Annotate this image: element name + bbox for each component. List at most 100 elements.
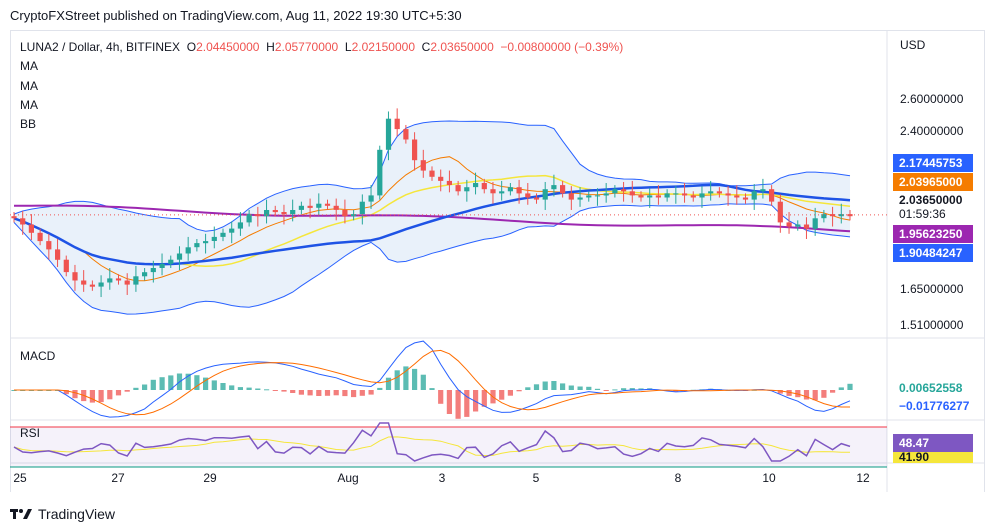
candle-body	[194, 243, 200, 248]
macd-histogram-bar	[298, 390, 304, 395]
candle-body	[264, 210, 270, 217]
candle-body	[673, 193, 679, 195]
high-value: 2.05770000	[274, 40, 339, 54]
rsi-line	[13, 422, 851, 462]
macd-histogram-bar	[229, 385, 235, 390]
macd-histogram-bar	[150, 379, 156, 390]
macd-line-tag: −0.01776277	[893, 397, 973, 415]
candle-body	[760, 189, 766, 192]
time-axis-label: 3	[439, 471, 446, 485]
candle-body	[342, 210, 348, 217]
indicator-label-ma2[interactable]: MA	[20, 79, 38, 93]
rsi-value-tag: 48.47	[893, 434, 973, 452]
candle-body	[577, 197, 583, 200]
macd-histogram-bar	[290, 390, 296, 393]
bar-countdown: 01:59:36	[899, 207, 946, 221]
bollinger-bands	[13, 120, 851, 315]
candle-body	[368, 195, 374, 202]
macd-histogram-bar	[220, 383, 226, 390]
macd-histogram-bar	[507, 390, 513, 396]
candle-body	[298, 205, 304, 210]
macd-histogram-bar	[568, 385, 574, 390]
time-axis-label: Aug	[337, 471, 358, 485]
macd-histogram-bar	[98, 390, 104, 403]
low-label: L	[344, 40, 352, 54]
ma-orange-price-tag: 2.03965000	[893, 173, 973, 191]
macd-histogram-bar	[821, 390, 827, 398]
candle-body	[838, 214, 844, 217]
macd-histogram-bar	[115, 390, 122, 396]
candle-body	[20, 218, 26, 225]
candle-body	[28, 224, 34, 233]
macd-signal-line	[14, 349, 850, 416]
candle-body	[803, 224, 810, 229]
candle-body	[211, 236, 217, 241]
indicator-label-bb[interactable]: BB	[20, 117, 37, 131]
candle-body	[586, 195, 592, 198]
macd-histogram-bar	[777, 390, 783, 394]
tradingview-logo-icon	[10, 509, 32, 519]
time-axis-label: 5	[533, 471, 540, 485]
candle-body	[124, 280, 130, 285]
candle-body	[621, 189, 627, 192]
macd-histogram-bar	[551, 381, 557, 390]
candle-body	[464, 187, 470, 192]
indicator-label-ma1[interactable]: MA	[20, 59, 38, 73]
candle-body	[830, 214, 836, 217]
macd-histogram-bar	[525, 387, 531, 390]
macd-histogram-bar	[324, 390, 331, 396]
candle-body	[568, 193, 574, 200]
macd-histogram-bar	[168, 375, 174, 390]
last-price-tag: 2.03650000 01:59:36	[893, 192, 973, 222]
candle-body	[446, 180, 452, 185]
candle-body	[394, 118, 400, 130]
candle-body	[507, 187, 513, 192]
candle-body	[359, 201, 365, 215]
macd-histogram-bar	[838, 387, 844, 390]
candle-body	[185, 247, 191, 254]
candle-body	[777, 201, 783, 223]
currency-label: USD	[900, 38, 926, 52]
candle-body	[237, 222, 243, 229]
macd-histogram-bar	[621, 388, 627, 390]
time-axis-label: 8	[675, 471, 682, 485]
chart-legend-header: LUNA2 / Dollar, 4h, BITFINEX O2.04450000…	[20, 40, 623, 54]
macd-histogram-bar	[385, 377, 392, 390]
macd-histogram-bar	[629, 388, 635, 390]
low-value: 2.02150000	[351, 40, 415, 54]
macd-histogram-bar	[272, 390, 278, 391]
candle-body	[638, 195, 644, 198]
rsi-label[interactable]: RSI	[20, 426, 41, 440]
candle-body	[499, 191, 505, 194]
candle-body	[699, 193, 705, 198]
macd-label[interactable]: MACD	[20, 349, 56, 363]
macd-histogram-bar	[803, 390, 810, 400]
bb-lower-line	[13, 203, 851, 315]
candle-body	[89, 284, 95, 287]
attribution-text: CryptoFXStreet published on TradingView.…	[10, 8, 462, 23]
price-tick-1.51: 1.51000000	[900, 318, 964, 332]
open-label: O	[186, 40, 197, 54]
time-axis-label: 10	[762, 471, 776, 485]
macd-histogram-bar	[516, 390, 522, 392]
indicator-label-ma3[interactable]: MA	[20, 98, 38, 112]
rsi-pane	[10, 422, 887, 468]
footer-brand: TradingView	[38, 506, 116, 522]
candle-body	[542, 189, 548, 200]
macd-histogram-bar	[446, 390, 452, 414]
candle-body	[690, 195, 696, 198]
candle-body	[229, 228, 235, 233]
close-value: 2.03650000	[430, 40, 494, 54]
last-price-value: 2.03650000	[899, 193, 963, 207]
candle-body	[481, 183, 487, 190]
candle-body	[821, 214, 827, 219]
macd-histogram-bar	[142, 384, 148, 390]
macd-histogram-bar	[89, 390, 95, 403]
macd-histogram-bar	[438, 390, 444, 404]
candle-body	[708, 191, 714, 194]
candle-body	[107, 278, 113, 283]
candle-body	[203, 241, 209, 244]
candle-body	[516, 187, 522, 194]
time-axis-label: 27	[111, 471, 125, 485]
